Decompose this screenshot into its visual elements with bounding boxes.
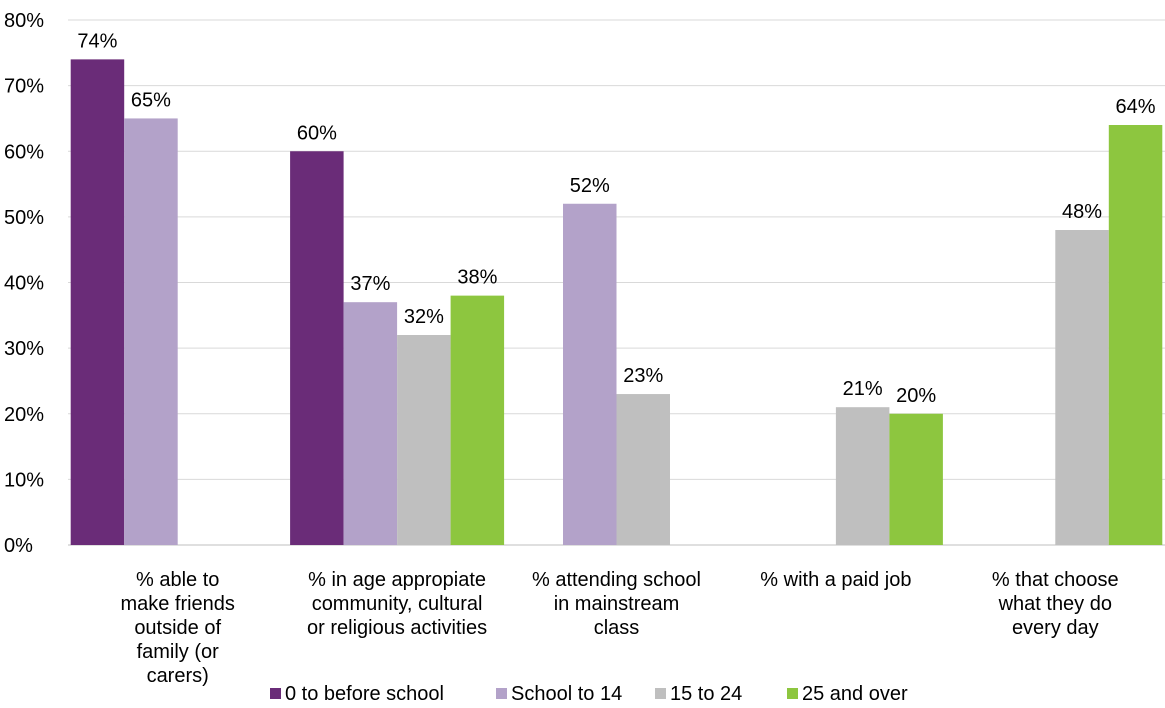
data-label: 20% (896, 385, 936, 407)
data-label: 52% (570, 175, 610, 197)
bar (343, 302, 398, 545)
x-category-label: % that choose what they do every day (955, 568, 1155, 640)
legend-swatch (787, 688, 798, 699)
x-category-label-line: community, cultural (311, 593, 483, 615)
bar (290, 151, 344, 545)
bar (1055, 230, 1109, 545)
bar (70, 59, 125, 545)
y-tick-label: 50% (4, 207, 44, 229)
x-category-label: % attending school in mainstream class (517, 568, 717, 640)
x-category-label-line: family (or (136, 641, 219, 663)
bar (124, 118, 178, 545)
x-category-label-line: in mainstream (553, 593, 680, 615)
legend-swatch (270, 688, 281, 699)
bar (616, 394, 670, 545)
legend-label: 25 and over (802, 683, 908, 705)
x-category-label: % able to make friends outside of family (o… (78, 568, 278, 688)
legend: 0 to before school School to 14 15 to 24 25… (0, 683, 1165, 707)
data-label: 65% (131, 89, 171, 111)
x-category-label-line: % able to (135, 569, 220, 591)
legend-item: 0 to before school (270, 683, 444, 705)
bar (1108, 125, 1163, 545)
data-label: 32% (404, 306, 444, 328)
x-category-label: % with a paid job (736, 568, 936, 592)
data-label: 38% (457, 267, 497, 289)
y-tick-label: 10% (4, 469, 44, 491)
y-tick-label: 20% (4, 404, 44, 426)
x-category-label-line: carers) (146, 665, 209, 687)
bar (563, 203, 617, 545)
x-category-label-line: or religious activities (307, 617, 488, 639)
legend-swatch (496, 688, 507, 699)
y-tick-label: 60% (4, 141, 44, 163)
y-tick-label: 40% (4, 273, 44, 295)
legend-item: School to 14 (496, 683, 622, 705)
data-label: 60% (297, 122, 337, 144)
legend-label: 0 to before school (285, 683, 444, 705)
bar (889, 413, 943, 545)
y-tick-label: 80% (4, 10, 44, 32)
bars (70, 59, 1163, 545)
legend-item: 25 and over (787, 683, 908, 705)
x-category-label-line: class (593, 617, 640, 639)
y-tick-label: 30% (4, 338, 44, 360)
x-category-label-line: what they do (998, 593, 1112, 615)
data-label: 48% (1062, 201, 1102, 223)
legend-label: School to 14 (511, 683, 623, 705)
bar (835, 407, 890, 545)
legend-item: 15 to 24 (655, 683, 742, 705)
y-axis-ticks: 0% 10% 20% 30% 40% 50% 60% 70% 80% (4, 10, 44, 557)
x-category-label-line: % with a paid job (760, 569, 912, 591)
data-label: 64% (1116, 96, 1156, 118)
bar (450, 295, 505, 545)
data-label: 74% (77, 30, 117, 52)
x-category-label-line: make friends (120, 593, 235, 615)
data-labels: 74% 60% 65% 37% 52% 32% 23% 21% 48% 38% 20% 64% (77, 30, 1155, 406)
x-category-label-line: % that choose (991, 569, 1119, 591)
legend-swatch (655, 688, 666, 699)
data-label: 21% (843, 378, 883, 400)
bar (397, 335, 451, 545)
y-tick-label: 70% (4, 76, 44, 98)
data-label: 23% (623, 365, 663, 387)
x-category-label-line: % in age appropiate (308, 569, 487, 591)
x-category-label-line: every day (1011, 617, 1099, 639)
data-label: 37% (350, 273, 390, 295)
legend-label: 15 to 24 (670, 683, 743, 705)
x-category-label-line: outside of (134, 617, 222, 639)
x-category-label: % in age appropiate community, cultural or… (297, 568, 497, 640)
y-tick-label: 0% (4, 535, 33, 557)
x-category-label-line: % attending school (531, 569, 701, 591)
